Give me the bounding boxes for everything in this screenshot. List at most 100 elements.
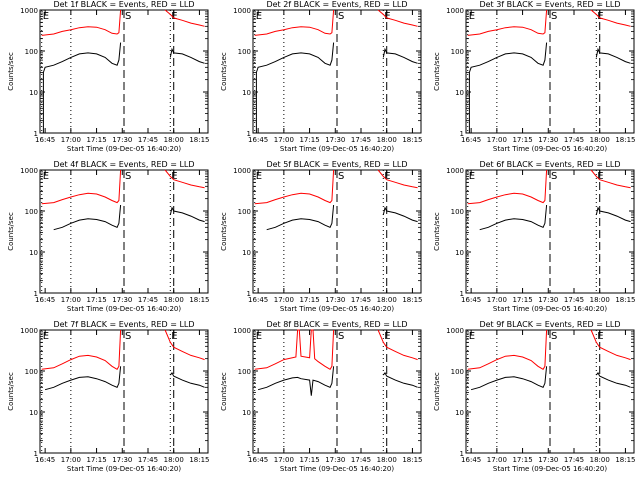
series-line-events [169,371,205,388]
x-axis-label: Start Time (09-Dec-05 16:40:20) [280,145,394,153]
panel-title: Det 1f BLACK = Events, RED = LLD [53,0,194,9]
y-tick-label: 1 [247,450,251,458]
x-axis-label: Start Time (09-Dec-05 16:40:20) [280,465,394,473]
y-tick-label: 10 [455,409,464,417]
series-line-lld [467,9,548,36]
x-tick-label: 18:00 [590,456,610,464]
x-tick-label: 17:15 [299,136,319,144]
marker-label: E [171,331,177,342]
marker-label: S [551,171,557,182]
x-axis-label: Start Time (09-Dec-05 16:40:20) [67,145,181,153]
y-tick-label: 10 [455,89,464,97]
x-tick-label: 18:00 [377,456,397,464]
marker-label: E [256,331,262,342]
x-tick-label: 18:15 [402,456,422,464]
y-tick-label: 1 [247,290,251,298]
marker-label: E [384,171,390,182]
x-tick-label: 17:45 [564,296,584,304]
y-tick-label: 100 [25,48,38,56]
marker-label: E [384,11,390,22]
panel-title: Det 7f BLACK = Events, RED = LLD [53,320,194,329]
y-tick-label: 1000 [446,7,464,15]
y-tick-label: 100 [451,48,464,56]
x-tick-label: 17:45 [564,136,584,144]
detector-panel: Det 4f BLACK = Events, RED = LLD 1 10 100 10… [7,160,210,313]
x-tick-label: 18:00 [164,456,184,464]
series-line-lld [590,329,631,361]
series-line-lld [41,9,122,36]
y-tick-label: 1 [34,130,38,138]
x-tick-label: 16:45 [461,136,481,144]
x-axis-label: Start Time (09-Dec-05 16:40:20) [67,305,181,313]
x-tick-label: 16:45 [461,456,481,464]
x-tick-label: 18:15 [189,136,209,144]
x-tick-label: 18:00 [164,136,184,144]
x-axis-label: Start Time (09-Dec-05 16:40:20) [493,305,607,313]
series-line-events [255,42,335,133]
y-tick-label: 1000 [20,7,38,15]
detector-panel: Det 9f BLACK = Events, RED = LLD 1 10 100 10… [433,320,636,473]
marker-label: S [551,331,557,342]
x-tick-label: 17:45 [138,296,158,304]
y-tick-label: 10 [29,89,38,97]
x-axis-label: Start Time (09-Dec-05 16:40:20) [493,145,607,153]
x-tick-label: 16:45 [35,296,55,304]
y-tick-label: 10 [29,249,38,257]
y-axis-label: Counts/sec [433,372,441,411]
x-tick-label: 17:30 [538,456,558,464]
series-line-events [169,47,205,64]
series-line-events [595,371,631,388]
x-tick-label: 17:45 [351,456,371,464]
x-tick-label: 18:00 [377,136,397,144]
series-line-lld [467,329,548,370]
marker-label: E [171,11,177,22]
x-tick-label: 18:00 [590,296,610,304]
x-tick-label: 18:15 [189,456,209,464]
marker-label: S [338,171,344,182]
x-tick-label: 17:00 [61,296,81,304]
x-tick-label: 18:15 [402,136,422,144]
y-tick-label: 1 [460,450,464,458]
panel-title: Det 9f BLACK = Events, RED = LLD [479,320,620,329]
series-line-events [382,206,418,223]
series-line-events [266,204,335,231]
x-tick-label: 16:45 [35,456,55,464]
series-line-events [468,42,548,133]
y-tick-label: 1 [34,290,38,298]
x-tick-label: 18:15 [615,136,635,144]
x-tick-label: 18:15 [402,296,422,304]
y-tick-label: 1 [460,290,464,298]
x-tick-label: 17:15 [299,456,319,464]
x-tick-label: 17:15 [512,296,532,304]
series-line-lld [590,169,631,189]
y-tick-label: 100 [451,368,464,376]
marker-label: S [125,11,131,22]
panel-title: Det 4f BLACK = Events, RED = LLD [53,160,194,169]
x-tick-label: 18:15 [615,456,635,464]
x-tick-label: 17:30 [325,296,345,304]
x-tick-label: 17:30 [325,136,345,144]
y-tick-label: 10 [242,89,251,97]
x-tick-label: 17:00 [487,456,507,464]
marker-label: E [43,11,49,22]
panel-title: Det 2f BLACK = Events, RED = LLD [266,0,407,9]
series-line-events [479,204,548,231]
x-tick-label: 17:45 [138,456,158,464]
x-tick-label: 16:45 [35,136,55,144]
detector-panel: Det 2f BLACK = Events, RED = LLD 1 10 100 10… [220,0,423,153]
x-axis-label: Start Time (09-Dec-05 16:40:20) [493,465,607,473]
x-tick-label: 17:15 [512,456,532,464]
y-tick-label: 1 [247,130,251,138]
y-axis-label: Counts/sec [220,212,228,251]
x-tick-label: 18:00 [164,296,184,304]
series-line-lld [41,169,122,205]
y-tick-label: 1000 [20,327,38,335]
y-tick-label: 1000 [446,327,464,335]
series-line-events [470,366,548,391]
y-tick-label: 100 [451,208,464,216]
series-line-lld [41,329,122,370]
x-tick-label: 17:00 [61,456,81,464]
x-tick-label: 17:00 [487,136,507,144]
x-axis-label: Start Time (09-Dec-05 16:40:20) [280,305,394,313]
x-tick-label: 17:30 [325,456,345,464]
